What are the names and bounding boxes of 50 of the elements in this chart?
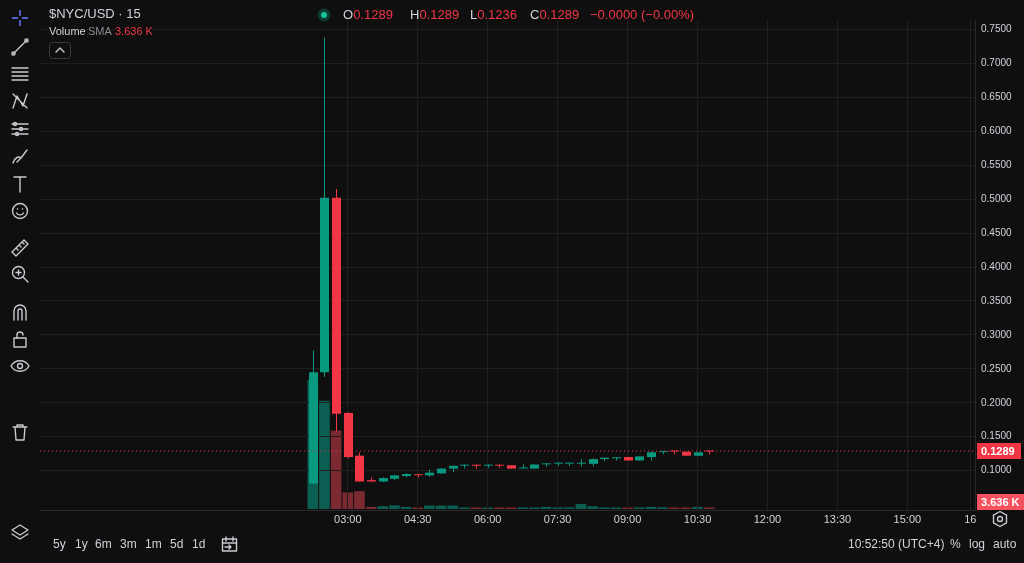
text: 1d <box>192 537 206 551</box>
y-tick-label: 0.6500 <box>981 91 1013 103</box>
x-tick-label: 13:30 <box>823 512 852 525</box>
annotation: Volume <box>49 25 86 37</box>
candlestick <box>542 462 551 468</box>
candlestick <box>565 461 574 467</box>
y-tick-label: 0.2500 <box>981 362 1013 374</box>
annotation: H0.1289 <box>410 7 460 22</box>
text: auto <box>993 537 1017 551</box>
y-tick-label: 0.3000 <box>981 328 1013 340</box>
text: 5d <box>170 537 184 551</box>
x-tick-label: 16 <box>964 512 977 525</box>
text: 10:52:50 (UTC+4) <box>848 537 945 551</box>
annotation: 3.636 K <box>115 25 153 37</box>
y-tick-label: 0.2000 <box>981 396 1013 408</box>
text: 3m <box>120 537 137 551</box>
y-tick-label: 0.4000 <box>981 260 1013 272</box>
x-tick-label: 07:30 <box>543 512 572 525</box>
text: % <box>950 537 961 551</box>
y-tick-label: 0.3500 <box>981 294 1013 306</box>
text: 1m <box>145 537 162 551</box>
annotation: L0.1236 <box>470 7 517 22</box>
x-tick-label: 04:30 <box>403 512 432 525</box>
x-tick-label: 09:00 <box>613 512 642 525</box>
candlestick <box>577 458 586 468</box>
y-tick-label: 0.7500 <box>981 23 1013 35</box>
x-tick-label: 03:00 <box>334 512 362 525</box>
y-tick-label: 0.4500 <box>981 226 1013 238</box>
annotation: O0.1289 <box>343 7 393 22</box>
chart-title: $NYC/USD · 15 <box>49 6 141 21</box>
text: 3.636 K <box>977 494 1024 510</box>
y-tick-label: 0.6000 <box>981 125 1013 137</box>
x-tick-label: 12:00 <box>753 512 782 525</box>
x-tick-label: 10:30 <box>683 512 712 525</box>
x-tick-label: 06:00 <box>473 512 502 525</box>
annotation: C0.1289 <box>530 7 580 22</box>
candlestick <box>554 461 563 467</box>
y-tick-label: 0.1000 <box>981 464 1013 476</box>
annotation: SMA <box>88 25 112 37</box>
y-tick-label: 0.7000 <box>981 57 1013 69</box>
ref-line-label: 0.1289 <box>981 445 1015 458</box>
y-tick-label: 0.1500 <box>981 430 1013 442</box>
text: 5y <box>53 537 66 551</box>
annotation: −0.0000 (−0.00%) <box>590 7 695 22</box>
text: log <box>969 537 986 551</box>
x-tick-label: 15:00 <box>893 512 922 525</box>
text: 6m <box>95 537 112 551</box>
y-tick-label: 0.5000 <box>981 192 1013 204</box>
y-tick-label: 0.5500 <box>981 158 1013 170</box>
text: 1y <box>75 537 88 551</box>
